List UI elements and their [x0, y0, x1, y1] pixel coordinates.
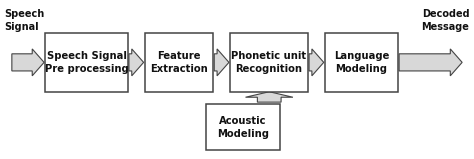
- FancyArrow shape: [309, 49, 324, 76]
- FancyBboxPatch shape: [230, 33, 308, 92]
- FancyBboxPatch shape: [206, 104, 280, 150]
- Text: Acoustic
Modeling: Acoustic Modeling: [217, 116, 269, 139]
- FancyArrow shape: [12, 49, 44, 76]
- Text: Speech
Signal: Speech Signal: [5, 9, 45, 32]
- FancyArrow shape: [129, 49, 144, 76]
- Text: Language
Modeling: Language Modeling: [334, 51, 389, 74]
- FancyArrow shape: [214, 49, 229, 76]
- FancyArrow shape: [399, 49, 462, 76]
- FancyBboxPatch shape: [145, 33, 213, 92]
- Text: Speech Signal
Pre processing: Speech Signal Pre processing: [45, 51, 128, 74]
- FancyBboxPatch shape: [45, 33, 128, 92]
- Text: Phonetic unit
Recognition: Phonetic unit Recognition: [231, 51, 307, 74]
- Text: Decoded
Message: Decoded Message: [421, 9, 469, 32]
- FancyArrow shape: [246, 92, 293, 102]
- Text: Feature
Extraction: Feature Extraction: [150, 51, 208, 74]
- FancyBboxPatch shape: [325, 33, 398, 92]
